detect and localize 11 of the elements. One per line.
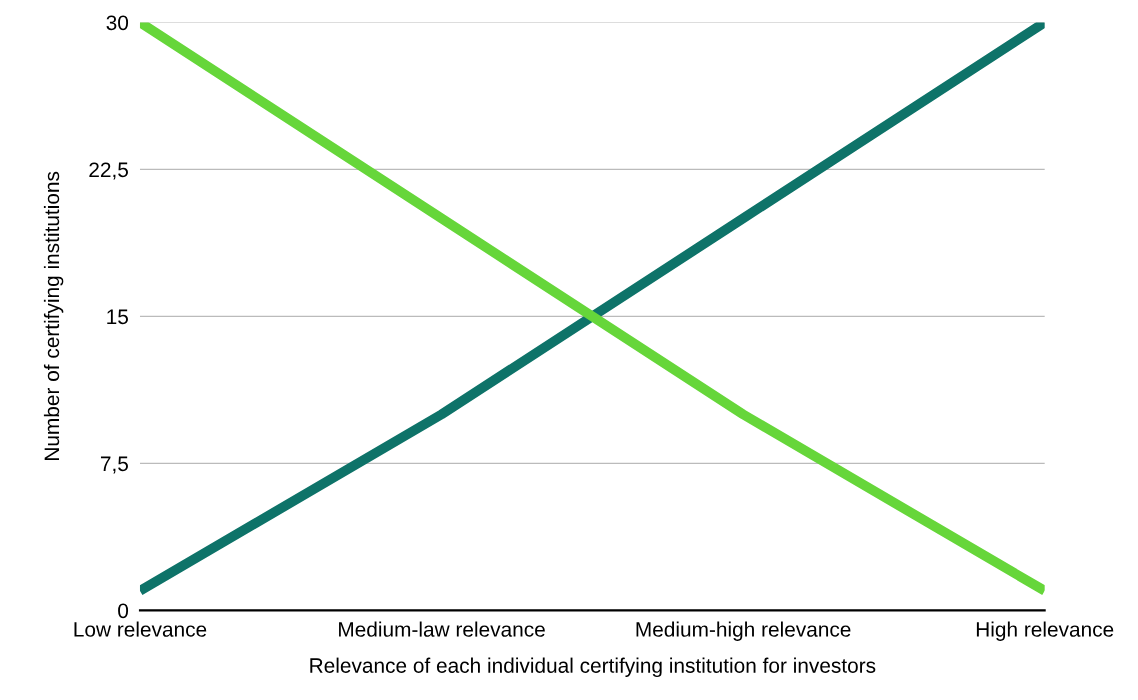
y-tick-label: 0	[118, 603, 129, 619]
y-tick-label: 7,5	[100, 456, 128, 474]
y-axis-title: Number of certifying institutions	[43, 171, 64, 460]
x-tick-label: Medium-law relevance	[339, 621, 545, 637]
y-tick-label: 30	[106, 15, 129, 31]
x-axis-title: Relevance of each individual certifying institution for investors	[310, 657, 876, 678]
y-tick-label: 15	[107, 309, 128, 325]
x-tick-label: Medium-high relevance	[636, 621, 851, 641]
x-tick-label: High relevance	[976, 621, 1114, 641]
y-tick-label: 22,5	[89, 162, 128, 180]
x-tick-label: Low relevance	[74, 621, 207, 637]
